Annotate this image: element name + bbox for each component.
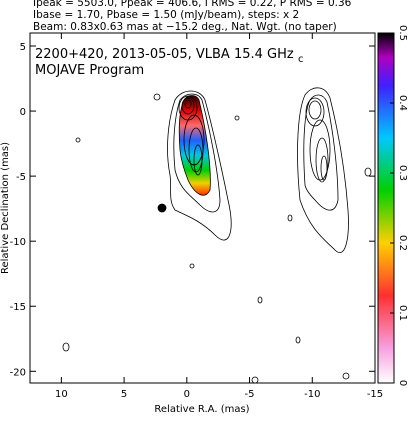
plot-frame: [29, 32, 376, 384]
y-tick-label: -15: [10, 302, 26, 313]
header-line: Ipeak = 5503.0, Ppeak = 406.6, I RMS = 0…: [33, 0, 352, 9]
y-tick-label: -10: [10, 237, 26, 248]
y-tick-label: 5: [20, 42, 26, 53]
x-tick-label: -15: [367, 389, 383, 400]
plot-subtitle: MOJAVE Program: [35, 63, 144, 78]
colorbar-tick-label: 0: [397, 380, 408, 386]
x-tick-label: 10: [55, 389, 68, 400]
header-line: Beam: 0.83x0.63 mas at −15.2 deg., Nat. …: [33, 21, 337, 33]
plot-title: 2200+420, 2013-05-05, VLBA 15.4 GHz: [35, 47, 294, 62]
y-tick-label: 0: [20, 107, 26, 118]
colorbar-tick-label: 0.1: [397, 305, 408, 321]
x-tick-label: -5: [245, 389, 255, 400]
colorbar-tick-label: 0.5: [397, 25, 408, 41]
y-tick-label: -5: [16, 172, 26, 183]
y-tick-label: -20: [10, 367, 26, 378]
y-axis-label: Relative Declination (mas): [0, 142, 11, 274]
colorbar: [377, 32, 395, 384]
x-tick-label: 5: [121, 389, 127, 400]
header-line: Ibase = 1.70, Pbase = 1.50 (mJy/beam), s…: [33, 9, 299, 21]
colorbar-tick-label: 0.2: [397, 235, 408, 251]
x-tick-label: -10: [304, 389, 320, 400]
contours: [62, 87, 372, 384]
plot-title-sub: c: [298, 54, 304, 65]
x-axis-label: Relative R.A. (mas): [154, 404, 249, 415]
colorbar-tick-label: 0.4: [397, 95, 408, 111]
colorbar-tick-label: 0.3: [397, 165, 408, 181]
x-tick-label: 0: [184, 389, 190, 400]
